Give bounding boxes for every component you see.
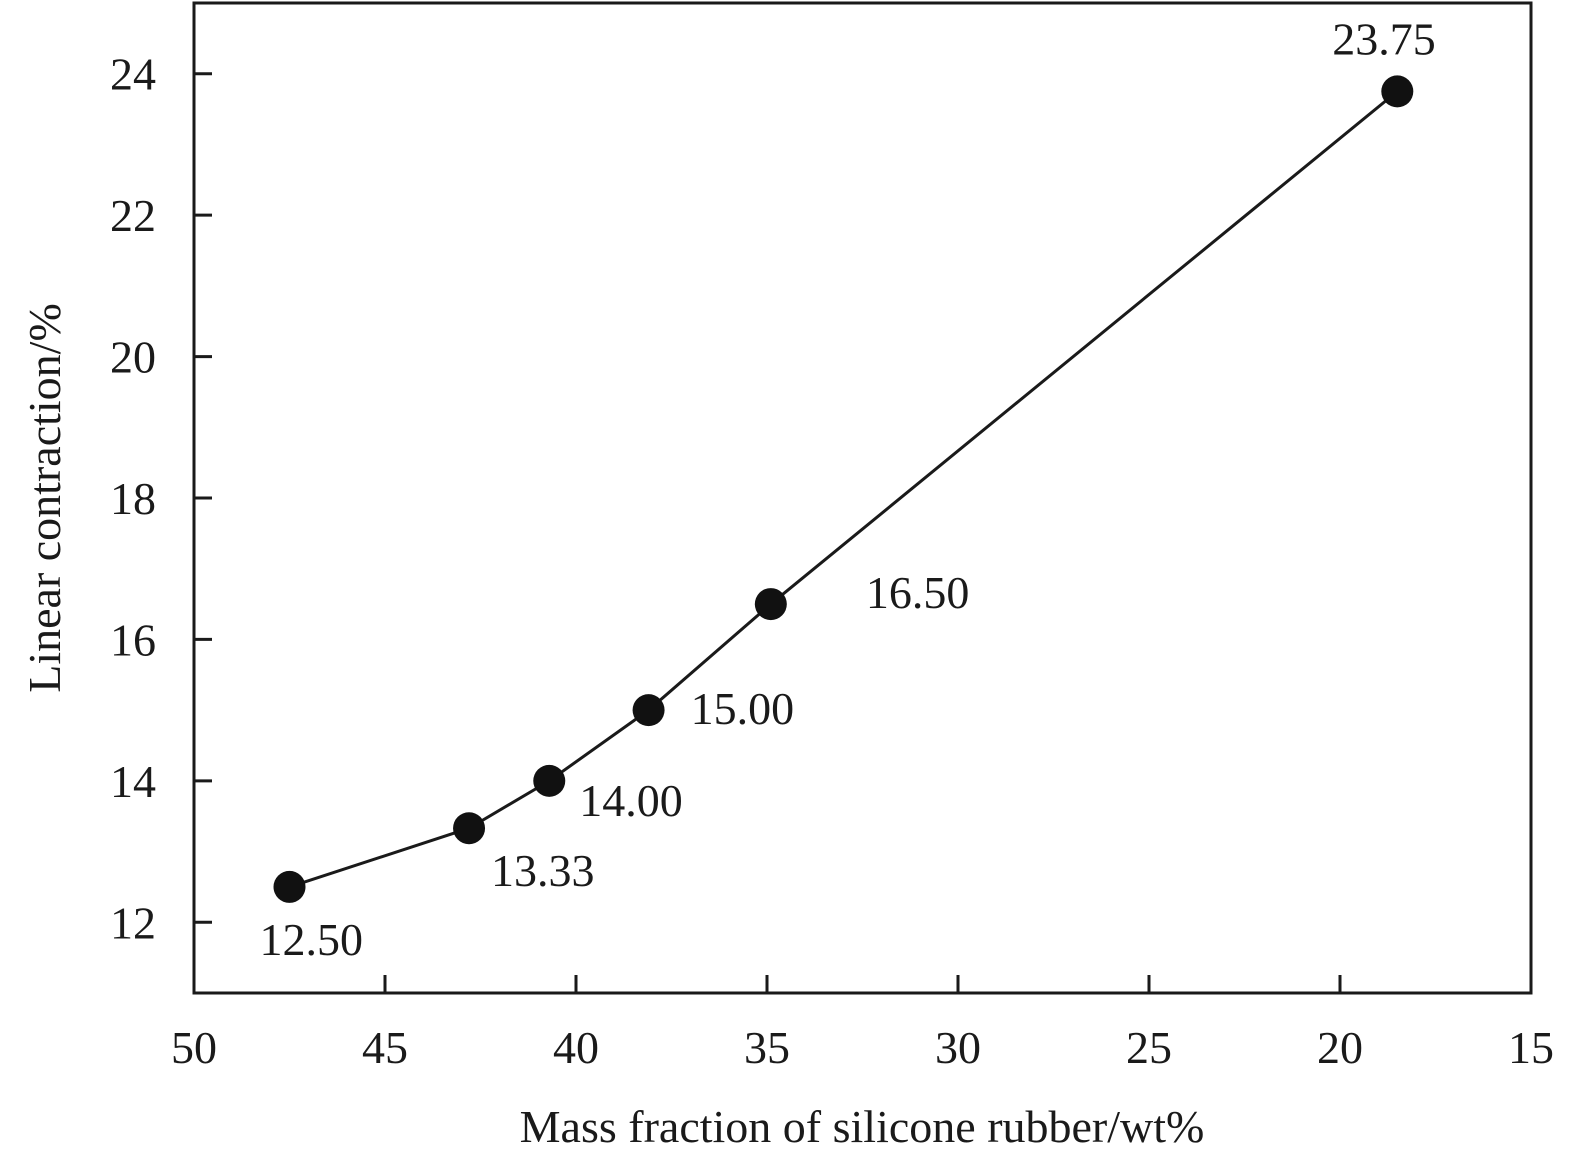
x-tick-label: 35 [744, 1022, 790, 1073]
x-tick-label: 15 [1508, 1022, 1554, 1073]
y-tick-label: 22 [110, 190, 156, 241]
x-tick-label: 20 [1317, 1022, 1363, 1073]
y-tick-label: 20 [110, 332, 156, 383]
data-label: 12.50 [260, 914, 364, 965]
data-point [632, 694, 665, 727]
x-tick-label: 30 [935, 1022, 981, 1073]
x-tick-label: 45 [362, 1022, 408, 1073]
x-axis-title: Mass fraction of silicone rubber/wt% [520, 1101, 1205, 1152]
x-axis-ticks: 50 45 40 35 30 25 20 15 [171, 975, 1554, 1073]
y-tick-label: 16 [110, 614, 156, 665]
data-label: 16.50 [866, 567, 970, 618]
y-axis-ticks: 12 14 16 18 20 22 24 [110, 49, 212, 948]
data-point [754, 588, 787, 621]
series-line [289, 90, 1399, 889]
y-tick-label: 14 [110, 756, 156, 807]
data-label: 23.75 [1332, 13, 1436, 64]
data-point [1381, 75, 1414, 108]
y-tick-label: 18 [110, 473, 156, 524]
x-tick-label: 50 [171, 1022, 217, 1073]
data-label: 15.00 [691, 683, 795, 734]
y-tick-label: 12 [110, 897, 156, 948]
data-label: 13.33 [491, 845, 595, 896]
data-point [453, 812, 486, 845]
series-layer [273, 75, 1414, 903]
plot-frame [192, 1, 1533, 995]
data-point [273, 870, 306, 903]
y-tick-label: 24 [110, 49, 156, 100]
x-tick-label: 40 [553, 1022, 599, 1073]
x-tick-label: 25 [1126, 1022, 1172, 1073]
y-axis-title: Linear contraction/% [19, 303, 70, 693]
data-label: 14.00 [579, 775, 683, 826]
data-point [533, 764, 566, 797]
